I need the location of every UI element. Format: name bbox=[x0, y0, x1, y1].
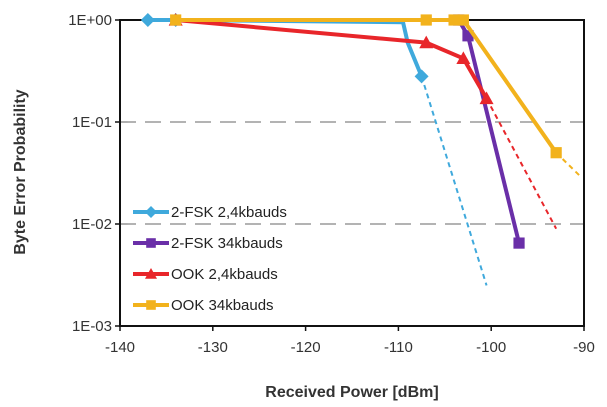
legend-label: OOK 34kbauds bbox=[171, 297, 274, 314]
data-point bbox=[462, 30, 474, 42]
x-axis-title: Received Power [dBm] bbox=[265, 384, 438, 401]
data-point bbox=[170, 14, 182, 26]
data-point bbox=[420, 14, 432, 26]
data-point bbox=[419, 35, 434, 49]
y-tick-label: 1E+00 bbox=[68, 12, 112, 29]
data-point bbox=[456, 51, 471, 65]
legend: 2-FSK 2,4kbauds 2-FSK 34kbauds OOK 2,4kbau… bbox=[133, 204, 287, 314]
series-extrapolation-line bbox=[555, 151, 581, 177]
y-tick-label: 1E-02 bbox=[72, 216, 112, 233]
x-tick-label: -120 bbox=[291, 339, 321, 356]
legend-item-ook-34k: OOK 34kbauds bbox=[133, 297, 274, 314]
x-tick-label: -130 bbox=[198, 339, 228, 356]
grid-layer bbox=[120, 121, 584, 225]
legend-item-fsk-2-4k: 2-FSK 2,4kbauds bbox=[133, 204, 287, 221]
x-tick-label: -110 bbox=[384, 339, 413, 356]
y-tick-label: 1E-01 bbox=[72, 114, 112, 131]
x-tick-label: -90 bbox=[573, 339, 595, 356]
series-ook-34k bbox=[170, 14, 581, 177]
data-point bbox=[448, 14, 460, 26]
legend-swatch-marker bbox=[145, 268, 157, 279]
legend-swatch-marker bbox=[146, 300, 156, 310]
series-line bbox=[147, 18, 424, 78]
legend-swatch-marker bbox=[145, 206, 157, 218]
series-layer bbox=[140, 13, 581, 286]
legend-item-fsk-34k: 2-FSK 34kbauds bbox=[133, 235, 283, 252]
legend-label: 2-FSK 2,4kbauds bbox=[171, 204, 287, 221]
series-extrapolation-line bbox=[420, 76, 488, 286]
x-tick-label: -140 bbox=[105, 339, 135, 356]
x-tick-label: -100 bbox=[476, 339, 506, 356]
data-point bbox=[479, 91, 494, 105]
data-point bbox=[414, 69, 429, 84]
data-point bbox=[457, 14, 469, 26]
legend-swatch-marker bbox=[146, 238, 156, 248]
data-point bbox=[513, 237, 525, 249]
series-line bbox=[175, 18, 489, 100]
series-extrapolation-line bbox=[485, 98, 558, 230]
data-point bbox=[550, 147, 562, 159]
legend-label: OOK 2,4kbauds bbox=[171, 266, 278, 283]
data-point bbox=[140, 13, 155, 27]
y-tick-label: 1E-03 bbox=[72, 318, 112, 335]
legend-item-ook-2-4k: OOK 2,4kbauds bbox=[133, 266, 278, 283]
y-axis-title: Byte Error Probability bbox=[12, 89, 29, 254]
tick-layer: -140 -130 -120 -110 -100 -90 1E+00 1E-01 1E-02 1E… bbox=[68, 12, 595, 356]
legend-label: 2-FSK 34kbauds bbox=[171, 235, 283, 252]
